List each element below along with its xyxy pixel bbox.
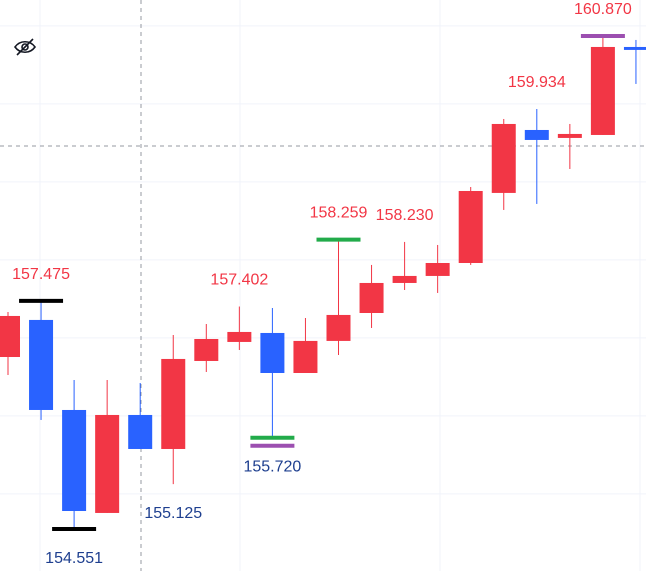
candle-body — [392, 275, 417, 283]
high-label: 157.402 — [210, 272, 268, 289]
candle-body — [29, 319, 54, 410]
candle-body — [260, 332, 285, 373]
candle-body — [491, 123, 516, 193]
candle-body — [590, 46, 615, 135]
candle-body — [62, 409, 87, 512]
low-label: 155.125 — [144, 505, 202, 522]
candle-body — [326, 314, 351, 341]
high-label: 158.259 — [310, 205, 368, 222]
candle-body — [128, 414, 153, 449]
candle-body — [557, 133, 582, 138]
low-label: 154.551 — [45, 550, 103, 567]
hide-icon[interactable] — [14, 38, 36, 56]
candle-body — [293, 340, 318, 373]
candle-body — [425, 262, 450, 276]
high-label: 160.870 — [574, 1, 632, 18]
candle-body — [458, 190, 483, 263]
candle-body — [0, 315, 20, 358]
candle-body — [95, 414, 120, 513]
high-label: 159.934 — [508, 74, 566, 91]
high-label: 157.475 — [12, 266, 70, 283]
candle-body — [524, 129, 549, 140]
candle-body — [623, 46, 646, 50]
candle-body — [161, 358, 186, 449]
candle-body — [194, 338, 219, 361]
candle-body — [359, 282, 384, 314]
candle-body — [227, 331, 252, 342]
high-label: 158.230 — [376, 207, 434, 224]
low-label: 155.720 — [243, 459, 301, 476]
